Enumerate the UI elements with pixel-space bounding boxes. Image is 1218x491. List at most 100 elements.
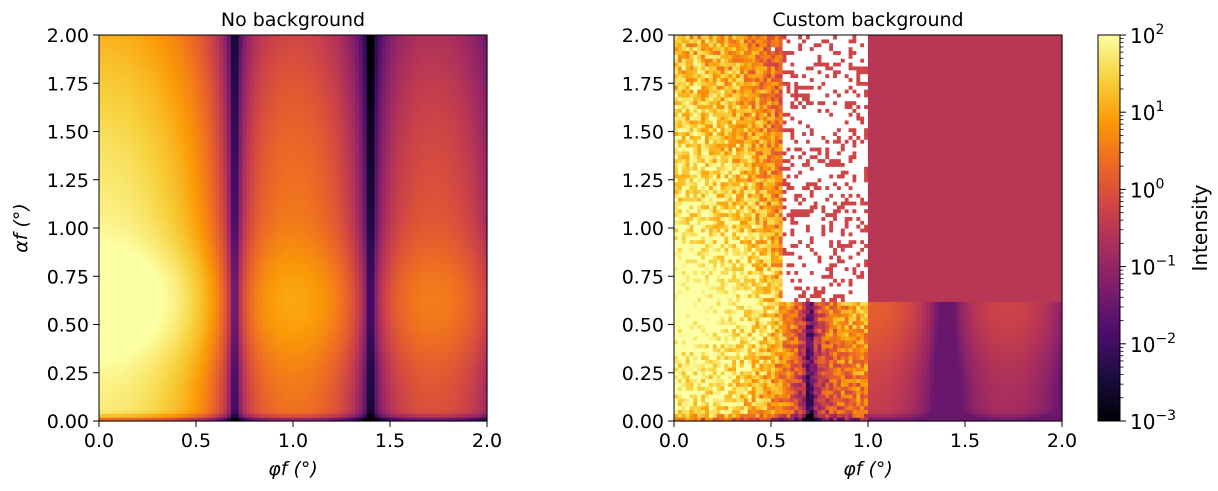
heatmap-cell: [176, 417, 182, 422]
heatmap-cell: [273, 270, 279, 275]
heatmap-cell: [199, 231, 205, 237]
heatmap-cell: [168, 370, 174, 376]
heatmap-cell: [254, 50, 259, 55]
heatmap-cell: [130, 405, 135, 411]
heatmap-cell: [141, 305, 147, 310]
heatmap-cell: [211, 185, 216, 190]
heatmap-cell: [164, 324, 170, 329]
heatmap-cell: [106, 100, 112, 106]
heatmap-cell: [188, 278, 193, 283]
heatmap-cell: [133, 166, 139, 171]
heatmap-cell: [133, 316, 139, 322]
heatmap-cell: [277, 189, 282, 194]
heatmap-cell: [161, 305, 166, 310]
heatmap-cell: [196, 185, 201, 190]
heatmap-cell: [265, 185, 271, 190]
heatmap-cell: [172, 69, 178, 75]
heatmap-cell: [285, 81, 290, 86]
heatmap-cell: [184, 274, 189, 279]
heatmap-cell: [145, 77, 151, 82]
heatmap-cell: [130, 351, 135, 356]
heatmap-cell: [102, 336, 108, 341]
heatmap-cell: [211, 382, 216, 387]
heatmap-cell: [273, 185, 279, 190]
heatmap-cell: [141, 131, 147, 136]
heatmap-cell: [227, 108, 232, 113]
heatmap-cell: [141, 197, 147, 202]
heatmap-cell: [102, 409, 108, 414]
heatmap-cell: [145, 278, 151, 283]
heatmap-cell: [184, 355, 189, 360]
heatmap-cell: [281, 54, 286, 59]
heatmap-cell: [180, 336, 185, 341]
heatmap-cell: [230, 320, 236, 326]
heatmap-cell: [122, 247, 127, 252]
heatmap-cell: [273, 220, 279, 225]
heatmap-cell: [203, 139, 209, 144]
heatmap-cell: [250, 390, 255, 395]
heatmap-cell: [285, 150, 290, 156]
heatmap-cell: [157, 328, 162, 333]
heatmap-cell: [102, 54, 108, 59]
heatmap-cell: [261, 386, 267, 391]
heatmap-cell: [164, 374, 170, 380]
heatmap-cell: [258, 339, 263, 345]
heatmap-cell: [230, 123, 236, 129]
heatmap-cell: [246, 89, 251, 94]
heatmap-cell: [130, 343, 135, 349]
heatmap-cell: [192, 197, 197, 202]
heatmap-cell: [242, 351, 248, 356]
heatmap-cell: [164, 297, 170, 302]
heatmap-cell: [258, 65, 263, 71]
heatmap-cell: [250, 320, 255, 326]
heatmap-cell: [285, 231, 290, 237]
heatmap-cell: [261, 293, 267, 299]
heatmap-cell: [122, 220, 127, 225]
heatmap-cell: [230, 370, 236, 376]
heatmap-cell: [196, 108, 201, 113]
heatmap-cell: [215, 328, 220, 333]
heatmap-cell: [180, 274, 185, 279]
heatmap-cell: [285, 42, 290, 48]
heatmap-cell: [199, 162, 205, 167]
heatmap-cell: [265, 316, 271, 322]
heatmap-cell: [122, 347, 127, 353]
heatmap-cell: [196, 405, 201, 411]
heatmap-cell: [223, 239, 228, 245]
heatmap-cell: [106, 393, 112, 399]
heatmap-cell: [161, 378, 166, 383]
heatmap-cell: [114, 58, 119, 63]
heatmap-cell: [137, 266, 143, 272]
heatmap-cell: [199, 35, 205, 40]
heatmap-cell: [254, 262, 259, 268]
heatmap-cell: [269, 413, 275, 418]
heatmap-cell: [261, 305, 267, 310]
heatmap-cell: [269, 123, 275, 129]
heatmap-cell: [273, 339, 279, 345]
heatmap-cell: [277, 197, 282, 202]
heatmap-cell: [230, 65, 236, 71]
heatmap-cell: [215, 397, 220, 403]
heatmap-cell: [164, 170, 170, 175]
heatmap-cell: [269, 131, 275, 136]
heatmap-cell: [277, 193, 282, 198]
heatmap-cell: [180, 181, 185, 187]
heatmap-cell: [145, 189, 151, 194]
heatmap-cell: [258, 258, 263, 264]
heatmap-cell: [207, 339, 213, 345]
heatmap-cell: [126, 312, 131, 318]
heatmap-cell: [164, 185, 170, 190]
heatmap-cell: [168, 46, 174, 52]
heatmap-cell: [118, 393, 123, 399]
heatmap-cell: [110, 35, 116, 40]
heatmap-cell: [265, 220, 271, 225]
heatmap-cell: [230, 274, 236, 279]
heatmap-cell: [289, 216, 294, 221]
heatmap-cell: [180, 301, 185, 306]
heatmap-cell: [223, 324, 228, 329]
heatmap-cell: [145, 270, 151, 275]
heatmap-cell: [242, 270, 248, 275]
heatmap-cell: [223, 85, 228, 90]
heatmap-cell: [161, 397, 166, 403]
heatmap-cell: [219, 363, 224, 368]
